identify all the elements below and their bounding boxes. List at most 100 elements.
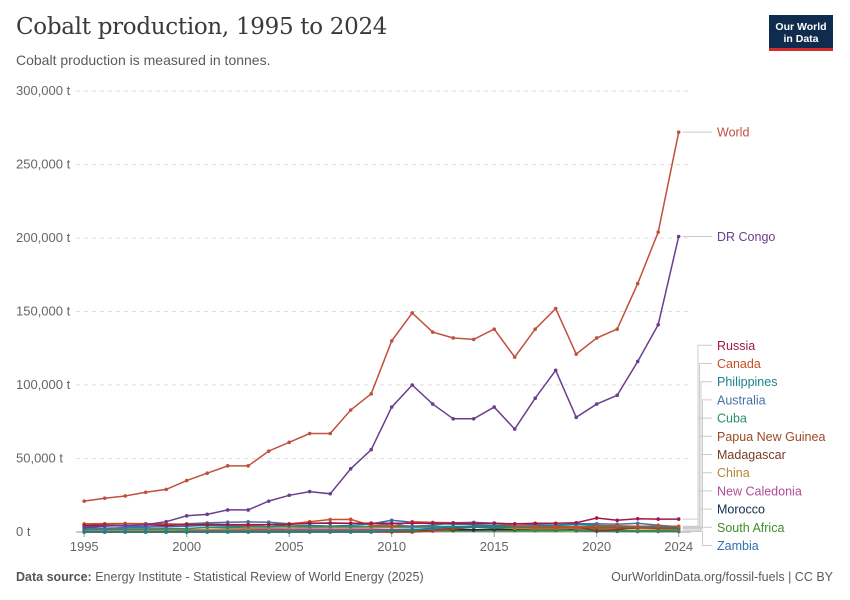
x-tick-label: 2024 bbox=[664, 539, 693, 554]
data-point bbox=[471, 521, 476, 525]
label-connector bbox=[682, 344, 712, 520]
data-point bbox=[164, 487, 168, 492]
owid-logo[interactable]: Our World in Data bbox=[769, 15, 833, 51]
x-tick-label: 1995 bbox=[70, 539, 99, 554]
data-point bbox=[635, 521, 640, 526]
data-point bbox=[164, 530, 168, 534]
series-line-world[interactable] bbox=[84, 132, 680, 502]
data-point bbox=[348, 530, 353, 534]
series-label-cuba[interactable]: Cuba bbox=[682, 412, 747, 528]
x-tick-label: 2005 bbox=[275, 539, 304, 554]
series-label-text: Russia bbox=[717, 339, 755, 353]
data-point bbox=[82, 530, 86, 534]
data-point bbox=[246, 520, 250, 524]
data-point bbox=[225, 508, 230, 512]
series-label-south-africa[interactable]: South Africa bbox=[682, 521, 785, 535]
data-point bbox=[184, 522, 189, 527]
data-point bbox=[615, 518, 619, 523]
series-points-dr-congo bbox=[82, 234, 681, 530]
y-tick-label: 300,000 t bbox=[16, 83, 71, 98]
data-point bbox=[553, 525, 558, 529]
data-point bbox=[471, 337, 476, 342]
data-point bbox=[656, 517, 660, 521]
grid-lines bbox=[76, 90, 691, 459]
data-point bbox=[553, 521, 558, 526]
data-point bbox=[205, 530, 209, 534]
data-point bbox=[656, 322, 660, 327]
x-axis: 1995 2000 2005 2010 2015 2020 2024 bbox=[70, 531, 693, 554]
series-label-text: Zambia bbox=[717, 539, 759, 553]
label-connector bbox=[682, 399, 712, 528]
series-line-russia[interactable] bbox=[84, 517, 679, 527]
data-point bbox=[389, 518, 394, 523]
data-point bbox=[287, 493, 292, 498]
y-tick-label: 0 t bbox=[16, 524, 31, 539]
y-tick-label: 150,000 t bbox=[16, 304, 71, 319]
data-point bbox=[225, 525, 230, 530]
series-line-philippines[interactable] bbox=[84, 523, 679, 533]
source-label: Data source: bbox=[16, 570, 92, 584]
footer-credit[interactable]: OurWorldinData.org/fossil-fuels | CC BY bbox=[611, 570, 833, 584]
data-point bbox=[307, 489, 312, 494]
data-point bbox=[143, 490, 148, 495]
data-point bbox=[369, 521, 374, 525]
data-point bbox=[594, 402, 599, 406]
data-point bbox=[676, 524, 681, 529]
data-point bbox=[328, 431, 333, 436]
data-point bbox=[512, 427, 517, 431]
data-point bbox=[553, 306, 558, 311]
data-point bbox=[676, 234, 681, 239]
data-point bbox=[451, 525, 456, 529]
data-point bbox=[348, 524, 353, 529]
data-point bbox=[369, 392, 374, 396]
y-tick-label: 250,000 t bbox=[16, 157, 71, 172]
data-point bbox=[82, 525, 86, 530]
data-point bbox=[369, 447, 374, 452]
data-point bbox=[615, 393, 619, 398]
data-point bbox=[430, 402, 435, 406]
source-text[interactable]: Energy Institute - Statistical Review of… bbox=[95, 570, 424, 584]
label-connector bbox=[682, 526, 712, 532]
data-point bbox=[123, 523, 127, 528]
series-label-dr-congo[interactable]: DR Congo bbox=[682, 230, 776, 244]
data-point bbox=[594, 528, 599, 533]
data-point bbox=[533, 327, 537, 331]
data-point bbox=[205, 471, 209, 476]
data-point bbox=[553, 368, 558, 373]
data-point bbox=[533, 396, 537, 401]
series-label-world[interactable]: World bbox=[682, 126, 750, 140]
data-point bbox=[184, 526, 189, 531]
data-point bbox=[184, 530, 189, 534]
data-point bbox=[492, 327, 497, 331]
label-connector bbox=[682, 508, 712, 530]
data-point bbox=[369, 530, 374, 534]
series-labels[interactable]: World DR Congo Russia Canada Philippines Aust… bbox=[682, 126, 826, 553]
series-label-morocco[interactable]: Morocco bbox=[682, 503, 765, 530]
series-label-text: World bbox=[717, 126, 749, 140]
series-label-madagascar[interactable]: Madagascar bbox=[682, 448, 786, 529]
series-label-text: Madagascar bbox=[717, 448, 786, 462]
chart-subtitle: Cobalt production is measured in tonnes. bbox=[16, 52, 271, 68]
data-point bbox=[594, 524, 599, 528]
data-point bbox=[328, 491, 333, 496]
data-point bbox=[410, 521, 415, 525]
data-point bbox=[102, 530, 107, 534]
data-point bbox=[266, 522, 271, 527]
data-point bbox=[287, 522, 292, 527]
data-point bbox=[348, 517, 353, 522]
data-point bbox=[451, 417, 456, 421]
data-point bbox=[512, 522, 517, 526]
label-connector bbox=[682, 531, 712, 546]
data-point bbox=[246, 464, 250, 468]
data-point bbox=[410, 524, 415, 528]
series-line-dr-congo[interactable] bbox=[84, 236, 680, 529]
data-point bbox=[615, 523, 619, 528]
data-point bbox=[574, 352, 578, 356]
data-point bbox=[328, 517, 333, 522]
data-point bbox=[102, 496, 107, 500]
data-point bbox=[184, 514, 189, 518]
data-point bbox=[328, 530, 333, 534]
data-point bbox=[430, 521, 435, 525]
data-point bbox=[635, 524, 640, 529]
series-label-zambia[interactable]: Zambia bbox=[682, 531, 759, 553]
